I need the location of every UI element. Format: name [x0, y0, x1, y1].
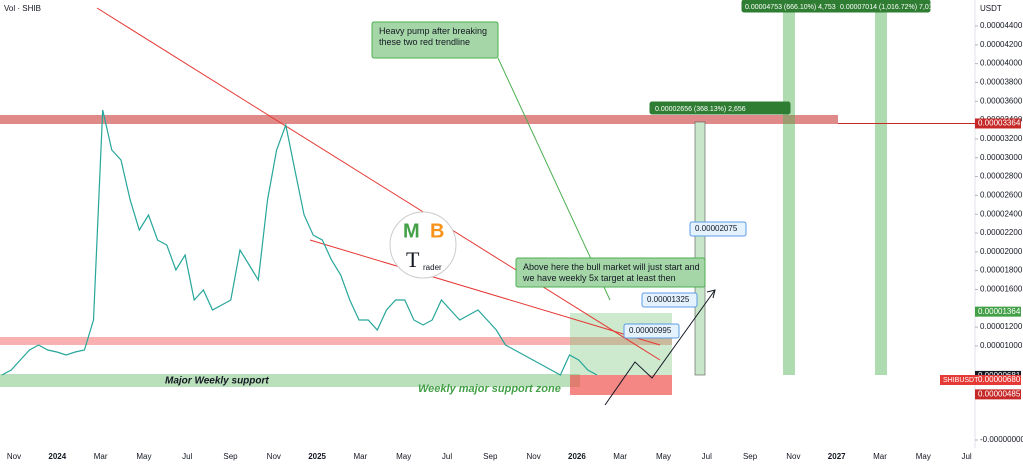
axis-unit: USDT — [980, 4, 1002, 13]
annotation-box — [623, 323, 680, 339]
y-tick-label: 0.00004000 — [980, 59, 1023, 68]
annotation: 0.00002075 — [695, 224, 738, 233]
logo-circle — [389, 211, 457, 279]
arrow-head — [706, 289, 716, 299]
x-tick-label: Mar — [354, 452, 368, 461]
x-tick-label: Nov — [7, 452, 21, 461]
x-tick-label: Sep — [743, 452, 758, 461]
x-tick-label: May — [136, 452, 151, 461]
annotation: Weekly major support zone — [418, 383, 561, 395]
annotation-box — [515, 257, 706, 288]
x-tick-label: Jul — [702, 452, 712, 461]
y-tick-label: 0.00001600 — [980, 285, 1023, 294]
annotation: Heavy pump after breaking these two red t… — [379, 26, 487, 47]
price-line — [1, 109, 598, 376]
y-tick-label: 0.00001000 — [980, 341, 1023, 350]
trendline — [96, 7, 661, 361]
x-tick-label: Nov — [267, 452, 281, 461]
y-tick-label: 0.00003200 — [980, 134, 1023, 143]
annotation-box — [649, 101, 791, 115]
annotation-box — [641, 292, 698, 308]
x-tick-label: May — [396, 452, 411, 461]
y-tick-label: 0.00003600 — [980, 96, 1023, 105]
weekly-support-zone — [0, 374, 580, 387]
annotation: 0.00007014 (1,016.72%) 7,014 — [840, 4, 937, 11]
y-tick-label: -0.00000000 — [980, 435, 1023, 444]
logo-text: B — [430, 220, 444, 242]
resistance-zone — [0, 115, 838, 124]
price-tag-label: 0.00001364 — [978, 307, 1021, 316]
projection-arrow — [604, 289, 716, 406]
y-tick-label: 0.00002200 — [980, 228, 1023, 237]
projection-bar — [875, 0, 887, 375]
logo-text: T — [406, 247, 420, 272]
y-tick-label: 0.00002400 — [980, 209, 1023, 218]
stop-box — [570, 375, 672, 395]
y-tick-label: 0.00002000 — [980, 247, 1023, 256]
y-tick-label: 0.00004400 — [980, 21, 1023, 30]
price-tag-label: 0.00000680 — [978, 375, 1021, 384]
annotation: 0.00001325 — [647, 295, 690, 304]
x-tick-label: 2025 — [308, 452, 326, 461]
logo-text: rader — [423, 263, 442, 272]
x-tick-label: Mar — [94, 452, 108, 461]
annotation: Above here the bull market will just sta… — [522, 262, 700, 283]
x-tick-label: 2027 — [828, 452, 846, 461]
annotation-box — [371, 21, 499, 59]
x-tick-label: Sep — [223, 452, 238, 461]
price-tag — [975, 306, 1021, 317]
x-tick-label: May — [916, 452, 931, 461]
logo-text: M — [403, 220, 420, 242]
x-tick-label: Nov — [526, 452, 540, 461]
support-zone — [0, 337, 672, 345]
trendline — [309, 239, 661, 346]
x-tick-label: Mar — [873, 452, 887, 461]
price-tag — [975, 375, 1021, 386]
y-tick-label: 0.00001200 — [980, 322, 1023, 331]
volume-label: Vol · SHIB — [4, 4, 41, 13]
x-tick-label: Jul — [961, 452, 971, 461]
x-tick-label: Mar — [613, 452, 627, 461]
x-tick-label: Sep — [483, 452, 498, 461]
logo: M B T rader — [389, 211, 457, 279]
x-tick-label: May — [656, 452, 671, 461]
x-tick-label: 2026 — [568, 452, 586, 461]
y-tick-label: 0.00002800 — [980, 172, 1023, 181]
annotation: 0.00004753 (666.10%) 4,753 — [745, 4, 836, 11]
y-tick-label: 0.00004200 — [980, 40, 1023, 49]
y-tick-label: 0.00003000 — [980, 153, 1023, 162]
y-tick-label: 0.00002600 — [980, 190, 1023, 199]
x-tick-label: Nov — [786, 452, 800, 461]
price-tag-label: 0.00000485 — [978, 389, 1021, 398]
projection-bar — [783, 0, 795, 375]
price-tag-label: 0.00003364 — [978, 119, 1021, 128]
annotation: Major Weekly support — [165, 376, 269, 387]
price-tag — [975, 389, 1021, 400]
y-tick-label: 0.00001800 — [980, 266, 1023, 275]
annotation-box — [689, 221, 747, 237]
symbol-tag — [940, 375, 975, 386]
price-tag — [975, 118, 1021, 129]
x-tick-label: 2024 — [48, 452, 66, 461]
x-tick-label: Jul — [442, 452, 452, 461]
y-tick-label: 0.00003800 — [980, 78, 1023, 87]
annotation-box — [741, 0, 931, 13]
symbol-label: SHIBUSDT — [943, 377, 979, 384]
x-tick-label: Jul — [182, 452, 192, 461]
measure-bar — [694, 121, 706, 376]
annotation: 0.00000995 — [629, 326, 672, 335]
annotation: 0.00002656 (368.13%) 2,656 — [655, 106, 746, 113]
